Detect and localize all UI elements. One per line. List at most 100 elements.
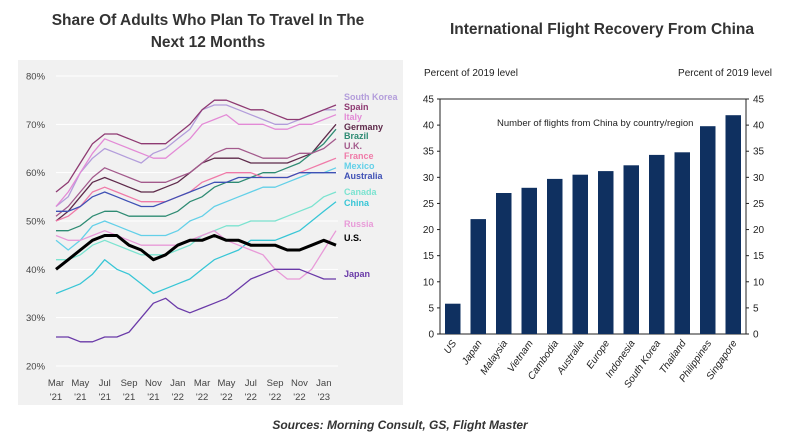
right-y-tick-label: 40 (753, 121, 765, 132)
right-axis-title: Percent of 2019 level (678, 68, 772, 79)
left-chart-title-line2: Next 12 Months (150, 34, 266, 51)
series-label-brazil: Brazil (344, 131, 369, 141)
series-label-mexico: Mexico (344, 161, 375, 171)
right-chart-title: International Flight Recovery From China (449, 21, 754, 38)
left-y-tick-label: 30 (423, 173, 435, 184)
y-tick-label: 50% (26, 217, 46, 228)
series-line-russia (55, 230, 337, 280)
right-y-tick-label: 10 (753, 277, 765, 288)
series-label-south-korea: South Korea (344, 92, 398, 102)
series-label-italy: Italy (344, 112, 362, 122)
left-y-tick-label: 45 (423, 95, 435, 106)
series-label-china: China (344, 198, 370, 208)
left-y-tick-label: 0 (428, 330, 434, 341)
x-tick-month: Sep (267, 378, 284, 389)
series-label-u-k: U.K. (344, 141, 362, 151)
left-y-tick-label: 25 (423, 199, 435, 210)
bar-indonesia (623, 165, 639, 334)
chart-annotation: Number of flights from China by country/… (497, 118, 693, 129)
y-tick-label: 20% (26, 362, 46, 373)
series-line-spain (55, 99, 337, 193)
plot-frame (439, 98, 747, 335)
y-tick-label: 60% (26, 168, 46, 179)
right-y-tick-label: 25 (753, 199, 765, 210)
x-tick-year: '22 (245, 392, 257, 403)
y-tick-label: 30% (26, 313, 46, 324)
bar-us (445, 303, 461, 334)
bar-south-korea (649, 154, 665, 334)
series-label-u-s: U.S. (344, 233, 362, 243)
source-note: Sources: Morning Consult, GS, Flight Mas… (272, 418, 528, 432)
series-line-brazil (56, 128, 337, 232)
series-line-australia (56, 172, 336, 212)
left-y-tick-label: 40 (423, 121, 435, 132)
right-y-tick-label: 15 (753, 251, 765, 262)
bar-australia (572, 174, 588, 334)
left-y-tick-label: 35 (423, 147, 435, 158)
series-label-germany: Germany (344, 122, 383, 132)
series-line-u-s (55, 234, 337, 271)
x-tick-month: Nov (291, 378, 308, 389)
x-tick-month: Jul (245, 378, 257, 389)
series-label-france: France (344, 151, 374, 161)
x-tick-year: '22 (172, 392, 184, 403)
bar-thailand (674, 152, 690, 334)
series-line-mexico (55, 167, 337, 251)
y-tick-label: 40% (26, 265, 46, 276)
x-tick-month: Nov (145, 378, 162, 389)
x-tick-month: May (71, 378, 89, 389)
x-tick-year: '21 (99, 392, 111, 403)
x-tick-year: '21 (147, 392, 159, 403)
x-tick-year: '21 (123, 392, 135, 403)
right-y-tick-label: 0 (753, 330, 759, 341)
x-tick-year: '21 (50, 392, 62, 403)
series-line-china (55, 201, 337, 295)
series-label-japan: Japan (344, 269, 370, 279)
left-y-tick-label: 15 (423, 251, 435, 262)
left-chart-title-line1: Share Of Adults Who Plan To Travel In Th… (51, 12, 365, 29)
right-y-tick-label: 35 (753, 147, 765, 158)
right-y-tick-label: 5 (753, 303, 759, 314)
right-y-tick-label: 30 (753, 173, 765, 184)
x-tick-year: '23 (318, 392, 330, 403)
right-y-tick-label: 45 (753, 95, 765, 106)
y-tick-label: 80% (26, 72, 46, 83)
x-tick-month: Jan (170, 378, 185, 389)
x-category-label: US (442, 338, 459, 356)
x-tick-month: May (217, 378, 235, 389)
flight-recovery-bar-chart: Percent of 2019 level Percent of 2019 lev… (423, 68, 772, 390)
x-tick-month: Jan (316, 378, 331, 389)
series-label-russia: Russia (344, 219, 375, 229)
series-label-australia: Australia (344, 171, 384, 181)
travel-intent-line-chart: 20% 30% 40% 50% 60% 70% 80% Mar '21 May '21 Jul '21 S… (26, 72, 398, 404)
series-label-spain: Spain (344, 102, 369, 112)
x-tick-month: Mar (48, 378, 64, 389)
x-category-label: Japan (459, 338, 484, 368)
left-y-tick-label: 20 (423, 225, 435, 236)
bar-europe (598, 171, 614, 334)
bar-singapore (725, 115, 741, 334)
right-y-tick-label: 20 (753, 225, 765, 236)
series-line-u-k (55, 138, 337, 217)
bar-cambodia (547, 178, 563, 334)
series-line-japan (56, 268, 336, 343)
bar-malaysia (496, 193, 512, 334)
x-tick-year: '22 (269, 392, 281, 403)
left-y-tick-label: 5 (428, 303, 434, 314)
x-tick-month: Jul (99, 378, 111, 389)
x-tick-year: '21 (74, 392, 86, 403)
bar-japan (470, 219, 486, 334)
bar-philippines (700, 126, 716, 334)
x-tick-month: Sep (121, 378, 138, 389)
x-tick-year: '22 (196, 392, 208, 403)
x-tick-year: '22 (293, 392, 305, 403)
x-tick-year: '22 (220, 392, 232, 403)
series-line-south-korea (55, 104, 336, 208)
bar-vietnam (521, 187, 537, 334)
series-label-canada: Canada (344, 187, 378, 197)
left-y-tick-label: 10 (423, 277, 435, 288)
left-chart-title: Share Of Adults Who Plan To Travel In Th… (18, 10, 398, 54)
y-tick-label: 70% (26, 120, 46, 131)
series-line-italy (55, 114, 337, 207)
x-tick-month: Mar (194, 378, 210, 389)
